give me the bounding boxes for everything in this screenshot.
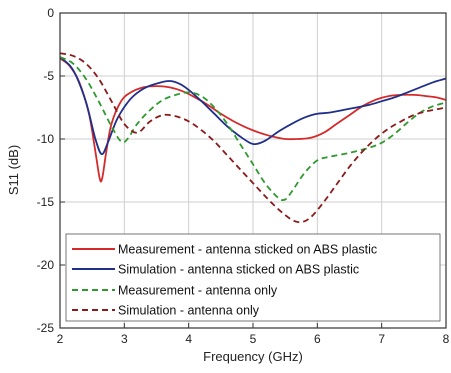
y-tick-label: -10 — [37, 132, 55, 146]
legend-item-simulation-abs: Simulation - antenna sticked on ABS plas… — [72, 263, 359, 277]
legend-label-measurement-only: Measurement - antenna only — [118, 284, 278, 298]
legend-box — [65, 233, 441, 322]
y-tick-label: -25 — [37, 321, 55, 335]
legend: Measurement - antenna sticked on ABS pla… — [65, 233, 441, 322]
x-tick-label: 7 — [378, 332, 385, 346]
y-tick-label: 0 — [47, 6, 54, 20]
legend-item-simulation-only: Simulation - antenna only — [72, 304, 260, 318]
axis-ticks: 2 3 4 5 6 7 8 0 -5 -10 -15 -20 -25 — [37, 6, 450, 346]
y-axis-title: S11 (dB) — [6, 145, 21, 195]
legend-label-simulation-only: Simulation - antenna only — [118, 304, 260, 318]
x-tick-label: 6 — [314, 332, 321, 346]
series-line-measurement-antenna-only — [59, 56, 447, 202]
series-line-simulation-antenna-only — [59, 52, 447, 224]
legend-item-measurement-abs: Measurement - antenna sticked on ABS pla… — [72, 243, 377, 257]
y-tick-label: -20 — [37, 258, 55, 272]
series-line-simulation-antenna-sticked-on-abs-plastic — [59, 56, 447, 155]
legend-item-measurement-only: Measurement - antenna only — [72, 284, 278, 298]
x-tick-label: 5 — [250, 332, 257, 346]
legend-label-measurement-abs: Measurement - antenna sticked on ABS pla… — [118, 243, 377, 257]
x-axis-title: Frequency (GHz) — [203, 349, 303, 364]
y-tick-label: -15 — [37, 195, 55, 209]
y-tick-label: -5 — [43, 69, 54, 83]
legend-label-simulation-abs: Simulation - antenna sticked on ABS plas… — [118, 263, 359, 277]
x-tick-label: 8 — [443, 332, 450, 346]
x-tick-label: 3 — [121, 332, 128, 346]
series-line-measurement-antenna-sticked-on-abs-plastic — [59, 57, 447, 183]
x-tick-label: 4 — [185, 332, 192, 346]
series-group — [59, 52, 447, 224]
x-tick-label: 2 — [57, 332, 64, 346]
